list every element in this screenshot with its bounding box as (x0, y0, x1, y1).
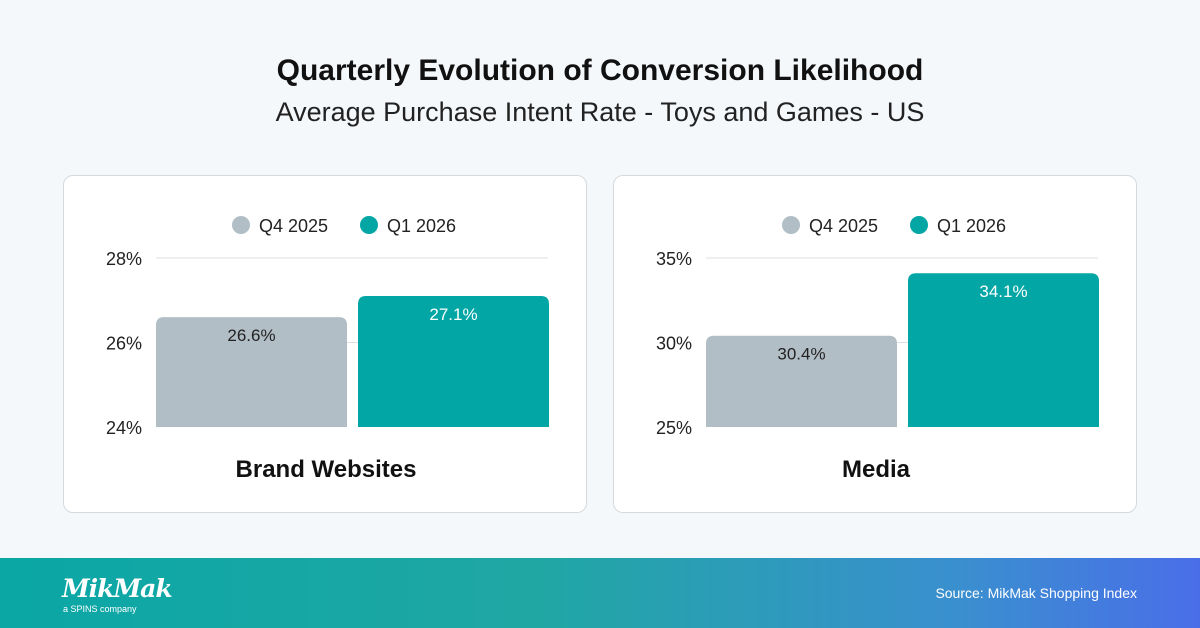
source-note: Source: MikMak Shopping Index (935, 585, 1137, 601)
panel-media: Q4 2025 Q1 2026 25% 30% 35% 30.4% 34.1% Media (613, 175, 1137, 513)
chart-title: Quarterly Evolution of Conversion Likeli… (276, 54, 924, 87)
panel-title: Brand Websites (236, 456, 417, 483)
panel-title: Media (842, 456, 911, 483)
y-tick-label: 25% (656, 418, 692, 438)
footer: MikMak a SPINS company Source: MikMak Sh… (0, 558, 1200, 628)
bar-q4-2025 (706, 335, 897, 427)
y-tick-label: 30% (656, 334, 692, 354)
data-label: 26.6% (227, 326, 275, 345)
data-label: 34.1% (979, 282, 1027, 301)
y-tick-label: 26% (106, 334, 142, 354)
legend-label: Q1 2026 (387, 216, 456, 236)
y-tick-label: 28% (106, 249, 142, 269)
bar-q1-2026 (358, 296, 549, 427)
y-tick-label: 24% (106, 418, 142, 438)
legend-label: Q1 2026 (937, 216, 1006, 236)
legend-swatch-0 (232, 216, 250, 234)
legend-swatch-1 (910, 216, 928, 234)
bar-q1-2026 (908, 273, 1099, 427)
panel-brand-websites: Q4 2025 Q1 2026 24% 26% 28% 26.6% 27.1% Brand W… (63, 175, 587, 513)
legend-label: Q4 2025 (809, 216, 878, 236)
legend-swatch-0 (782, 216, 800, 234)
logo-tagline: a SPINS company (63, 604, 137, 614)
legend-swatch-1 (360, 216, 378, 234)
data-label: 30.4% (777, 345, 825, 364)
chart-svg: Q4 2025 Q1 2026 24% 26% 28% 26.6% 27.1% Brand W… (106, 216, 549, 483)
mikmak-logo: MikMak (62, 574, 173, 603)
chart-subtitle: Average Purchase Intent Rate - Toys and … (275, 97, 925, 127)
chart-svg: Q4 2025 Q1 2026 25% 30% 35% 30.4% 34.1% Media (656, 216, 1099, 483)
bar-q4-2025 (156, 317, 347, 427)
y-tick-label: 35% (656, 249, 692, 269)
data-label: 27.1% (429, 305, 477, 324)
legend-label: Q4 2025 (259, 216, 328, 236)
